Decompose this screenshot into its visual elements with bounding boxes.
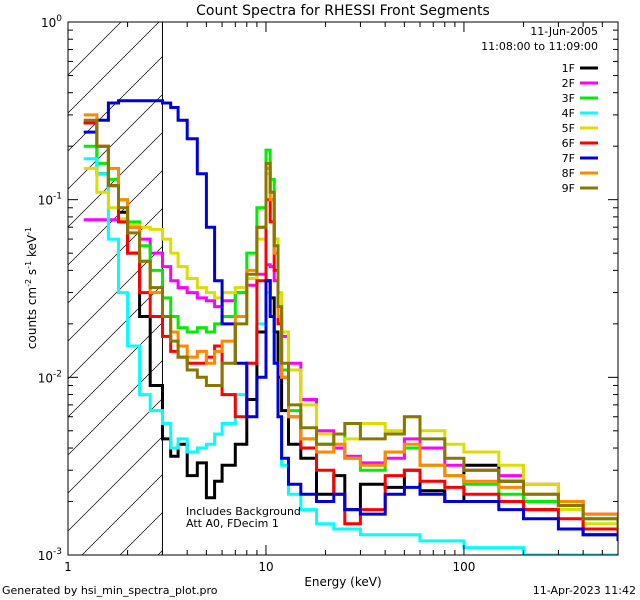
legend-label: 5F (562, 122, 575, 135)
x-tick-label: 10 (258, 560, 273, 574)
annotation-background: Includes Background (186, 505, 301, 518)
series-layer (83, 99, 618, 555)
series-6F (83, 121, 618, 541)
hatched-background-region (68, 22, 618, 555)
axis-ticks: 1 10 100 100 10-1 10-2 10-3 (38, 14, 619, 574)
plot-frame (67, 21, 619, 556)
y-axis-label: counts cm-2 s-1 keV-1 (24, 227, 39, 349)
y-label-tail: keV (25, 234, 39, 261)
hatch-line (68, 22, 236, 190)
x-tick-label: 1 (64, 560, 72, 574)
legend-label: 2F (562, 77, 575, 90)
legend-label: 9F (562, 182, 575, 195)
legend-label: 7F (562, 152, 575, 165)
y-label-main: counts cm (25, 287, 39, 349)
time-range-label: 11:08:00 to 11:09:00 (481, 40, 598, 53)
legend: 1F 2F 3F 4F 5F 6F 7F 8F 9F (562, 62, 598, 195)
legend-label: 3F (562, 92, 575, 105)
y-label-mid: s (25, 269, 39, 279)
y-tick-label: 10-1 (38, 192, 62, 208)
chart-title: Count Spectra for RHESSI Front Segments (196, 3, 490, 19)
y-label-exp3: -1 (24, 227, 33, 235)
series-7F (83, 99, 618, 541)
series-8F (83, 113, 618, 524)
y-tick-label: 10-3 (38, 547, 62, 563)
legend-label: 4F (562, 107, 575, 120)
footer-timestamp: 11-Apr-2023 11:42 (533, 584, 636, 597)
annotation-attenuator: Att A0, FDecim 1 (186, 517, 279, 530)
series-9F (83, 118, 618, 529)
y-label-exp1: -2 (24, 279, 33, 287)
hatch-line (68, 22, 122, 76)
y-tick-label: 100 (41, 14, 62, 30)
y-label-exp2: -1 (24, 261, 33, 269)
legend-label: 8F (562, 167, 575, 180)
y-tick-label: 10-2 (38, 369, 62, 385)
legend-label: 1F (562, 62, 575, 75)
legend-label: 6F (562, 137, 575, 150)
x-axis-label: Energy (keV) (304, 575, 381, 589)
hatch-line (68, 22, 160, 114)
footer-generated-by: Generated by hsi_min_spectra_plot.pro (2, 584, 218, 597)
x-tick-label: 100 (452, 560, 475, 574)
date-label: 11-Jun-2005 (530, 25, 598, 38)
